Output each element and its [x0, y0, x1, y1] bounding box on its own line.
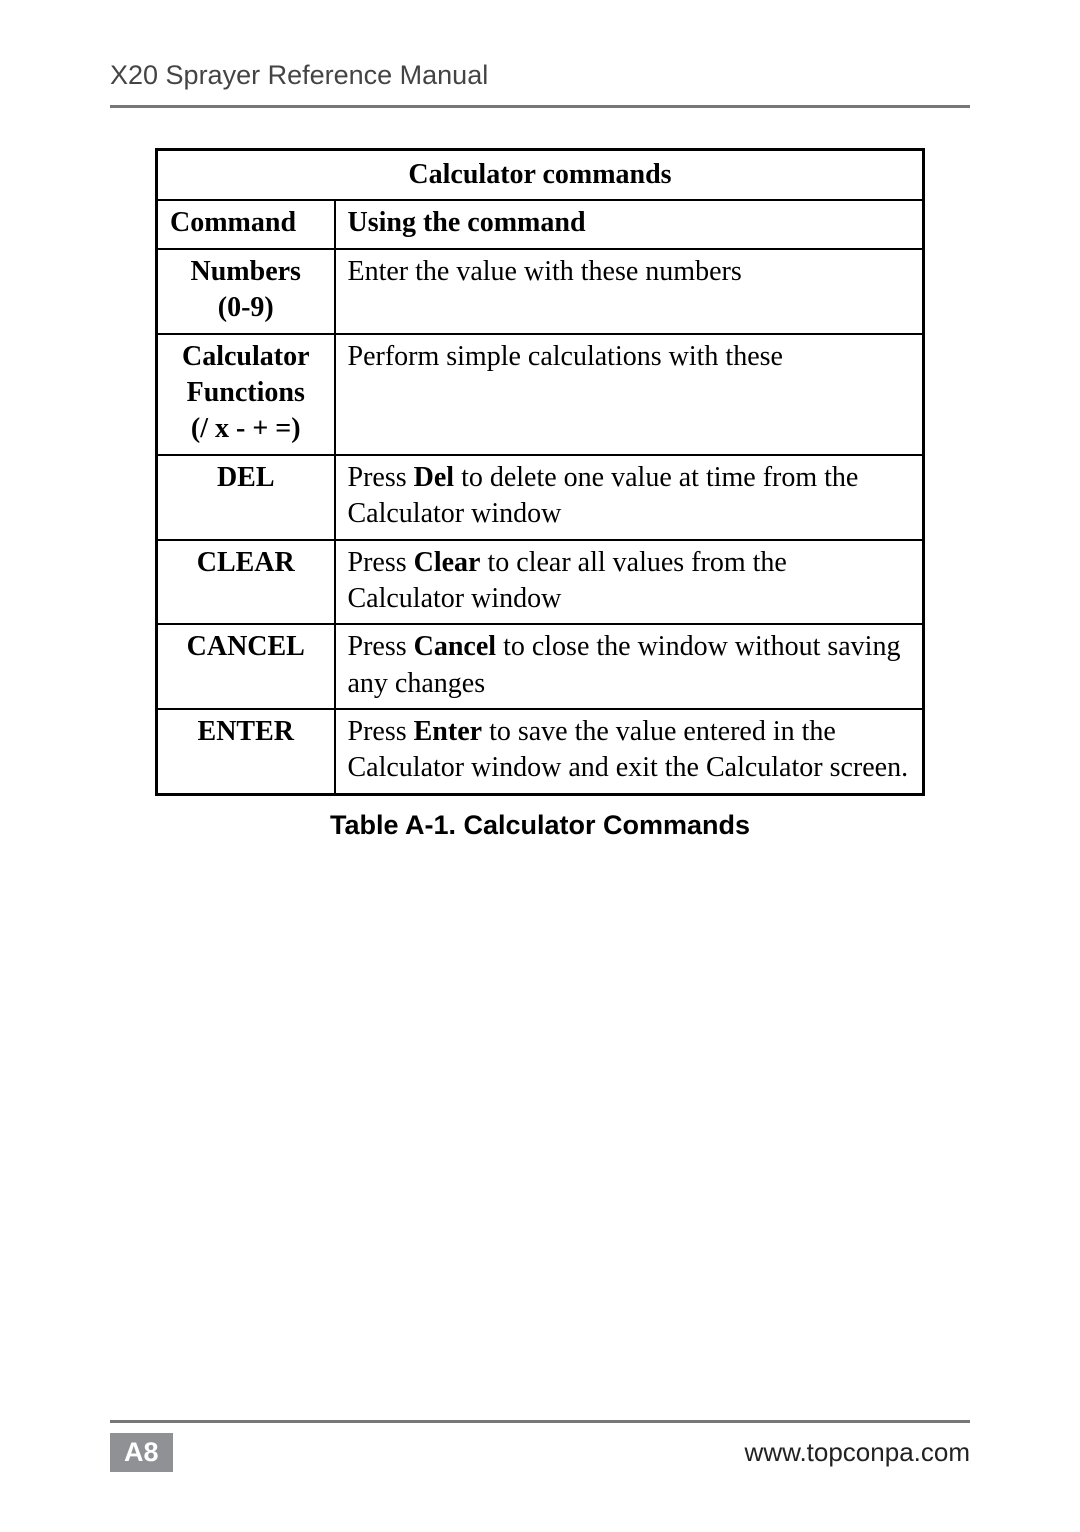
- desc-text: Press: [348, 716, 414, 747]
- col-header-using: Using the command: [335, 200, 924, 248]
- table-row: DEL Press Del to delete one value at tim…: [157, 455, 924, 540]
- footer-rule: [110, 1420, 970, 1423]
- cmd-text: Numbers: [191, 256, 301, 287]
- table-container: Calculator commands Command Using the co…: [110, 148, 970, 796]
- desc-text: Press: [348, 631, 414, 662]
- cmd-text: Calculator: [182, 341, 310, 372]
- table-title: Calculator commands: [157, 150, 924, 201]
- table-row: CLEAR Press Clear to clear all values fr…: [157, 540, 924, 625]
- calculator-commands-table: Calculator commands Command Using the co…: [155, 148, 925, 796]
- footer-url: www.topconpa.com: [745, 1437, 970, 1468]
- table-title-row: Calculator commands: [157, 150, 924, 201]
- desc-text: Press: [348, 547, 414, 578]
- cmd-cancel: CANCEL: [157, 624, 335, 709]
- desc-text: Press: [348, 462, 414, 493]
- desc-bold: Clear: [414, 547, 481, 578]
- desc-clear: Press Clear to clear all values from the…: [335, 540, 924, 625]
- table-row: ENTER Press Enter to save the value ente…: [157, 709, 924, 794]
- cmd-functions: Calculator Functions (/ x - + =): [157, 334, 335, 455]
- cmd-text: Functions: [187, 377, 305, 408]
- cmd-clear: CLEAR: [157, 540, 335, 625]
- document-page: X20 Sprayer Reference Manual Calculator …: [0, 0, 1080, 1532]
- desc-bold: Enter: [414, 716, 482, 747]
- table-row: Calculator Functions (/ x - + =) Perform…: [157, 334, 924, 455]
- table-header-row: Command Using the command: [157, 200, 924, 248]
- running-header: X20 Sprayer Reference Manual: [110, 60, 970, 105]
- desc-cancel: Press Cancel to close the window without…: [335, 624, 924, 709]
- desc-bold: Cancel: [414, 631, 496, 662]
- cmd-text: (0-9): [218, 292, 274, 323]
- table-row: CANCEL Press Cancel to close the window …: [157, 624, 924, 709]
- desc-enter: Press Enter to save the value entered in…: [335, 709, 924, 794]
- table-caption: Table A-1. Calculator Commands: [110, 810, 970, 841]
- table-row: Numbers (0-9) Enter the value with these…: [157, 249, 924, 334]
- cmd-enter: ENTER: [157, 709, 335, 794]
- col-header-command: Command: [157, 200, 335, 248]
- desc-numbers: Enter the value with these numbers: [335, 249, 924, 334]
- header-rule: [110, 105, 970, 108]
- cmd-text: (/ x - + =): [191, 413, 301, 444]
- cmd-numbers: Numbers (0-9): [157, 249, 335, 334]
- footer-row: A8 www.topconpa.com: [110, 1433, 970, 1472]
- desc-bold: Del: [414, 462, 454, 493]
- page-footer: A8 www.topconpa.com: [110, 1420, 970, 1472]
- desc-del: Press Del to delete one value at time fr…: [335, 455, 924, 540]
- desc-functions: Perform simple calculations with these: [335, 334, 924, 455]
- page-number-badge: A8: [110, 1433, 173, 1472]
- cmd-del: DEL: [157, 455, 335, 540]
